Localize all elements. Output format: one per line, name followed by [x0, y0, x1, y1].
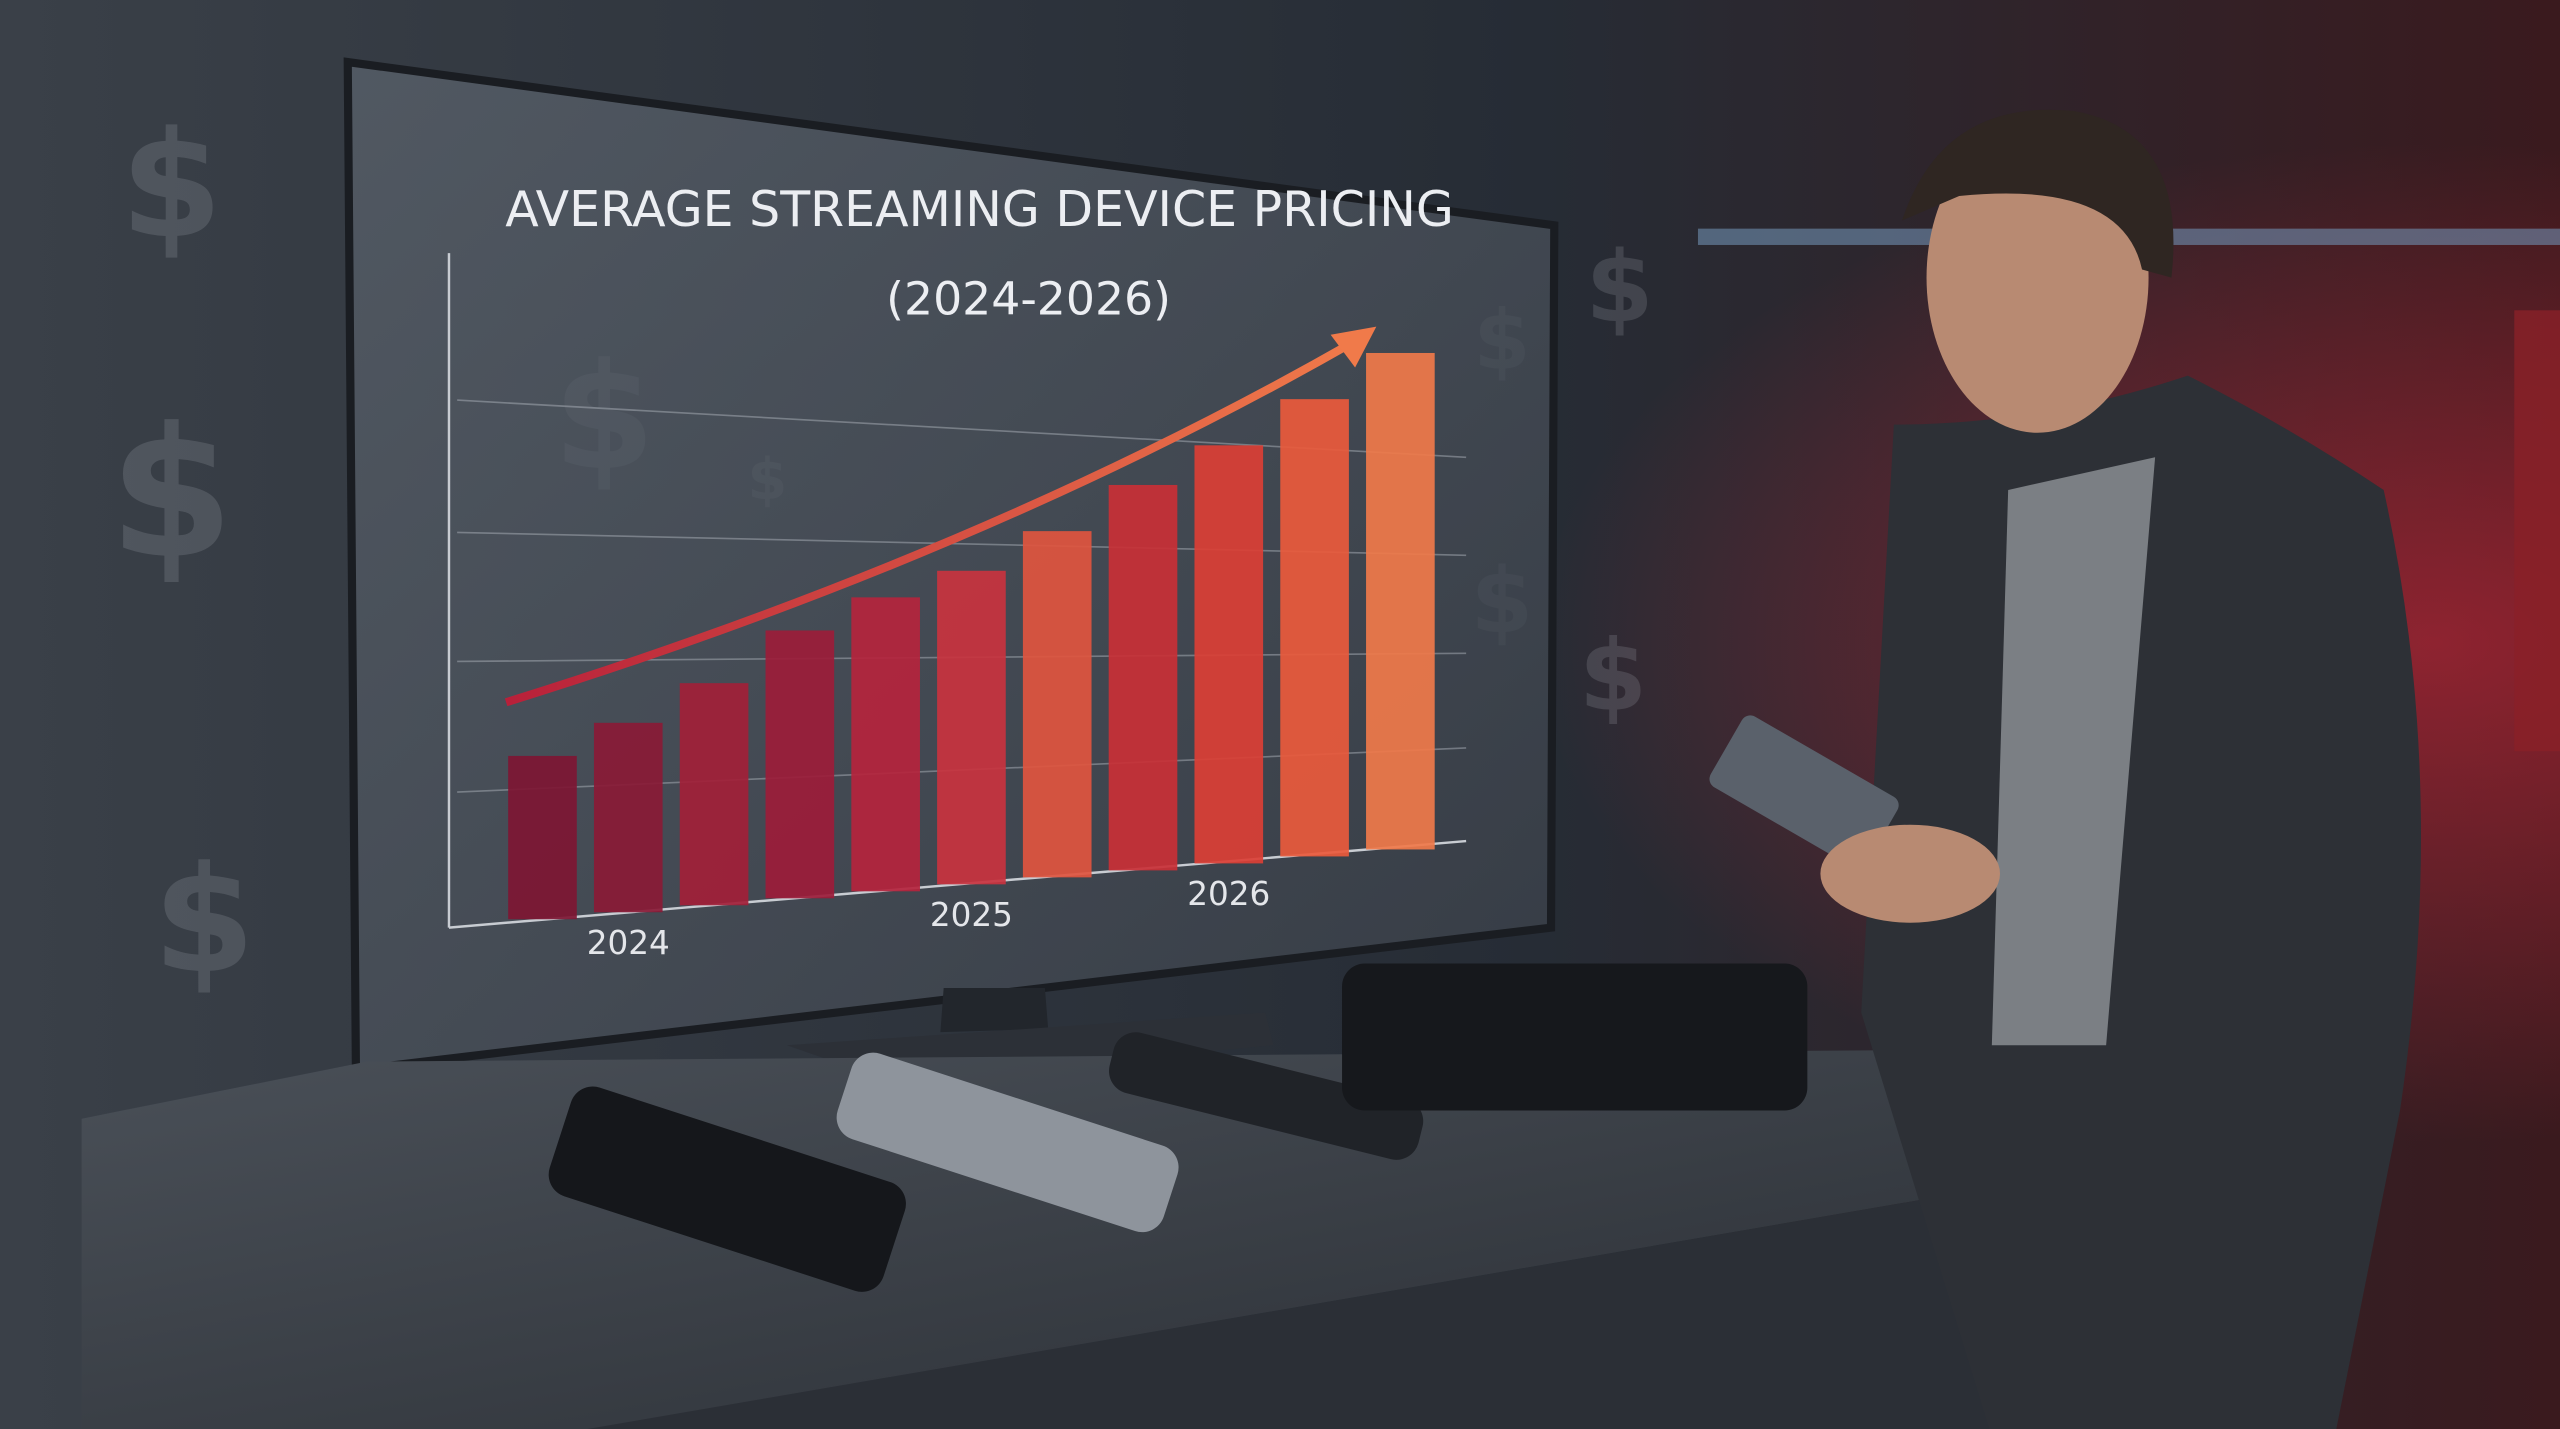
dollar-sign: $ — [153, 835, 255, 1006]
man-hair — [1902, 109, 2174, 278]
dollar-sign: $ — [1586, 231, 1654, 345]
stick-device — [548, 1086, 906, 1292]
bar — [1280, 399, 1349, 857]
chart-subtitle: (2024-2026) — [886, 273, 1171, 326]
man-hand — [1820, 824, 2000, 923]
bar — [1194, 445, 1264, 864]
x-tick-label: 2025 — [930, 896, 1013, 934]
tv-neck — [940, 988, 1049, 1033]
bar — [1022, 531, 1092, 878]
man-shirt — [1991, 457, 2156, 1046]
chart-title: AVERAGE STREAMING DEVICE PRICING — [505, 181, 1454, 238]
bars: 2024 2025 2026 — [508, 352, 1435, 962]
device-box — [1709, 715, 1899, 869]
remote-stick — [1108, 1032, 1424, 1160]
red-panel — [2514, 310, 2560, 752]
man-jacket — [1861, 375, 2421, 1429]
dollar-sign: $ — [120, 100, 222, 271]
x-tick-label: 2026 — [1187, 875, 1270, 913]
bar — [765, 630, 835, 899]
dollar-sign: $ — [1579, 619, 1647, 733]
bar — [508, 755, 577, 920]
bar — [937, 570, 1006, 885]
bar — [1108, 484, 1178, 871]
dollar-sign: $ — [109, 390, 234, 599]
arrow-head — [1330, 326, 1377, 368]
bar — [593, 722, 663, 913]
bar — [679, 683, 749, 906]
bar — [851, 597, 920, 892]
cabinet-front — [587, 1175, 2061, 1429]
bar — [1366, 352, 1435, 850]
set-top-box — [1342, 963, 1808, 1111]
x-tick-label: 2024 — [587, 924, 670, 962]
trend-arrow — [504, 339, 1354, 707]
silver-stick — [836, 1052, 1179, 1233]
